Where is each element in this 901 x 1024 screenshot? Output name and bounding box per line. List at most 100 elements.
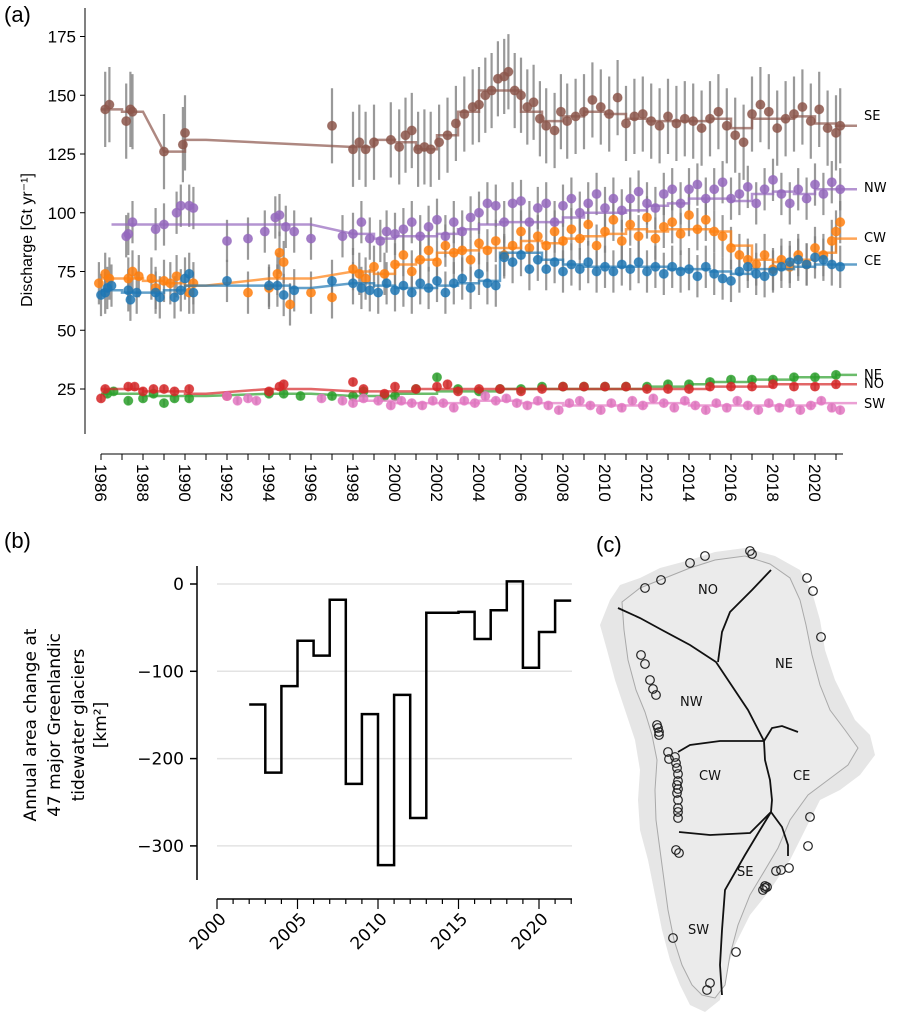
a-point	[768, 174, 778, 185]
a-point	[490, 395, 501, 406]
a-point	[274, 247, 285, 258]
a-point	[579, 106, 589, 117]
a-point	[358, 384, 369, 394]
a-point	[154, 292, 165, 303]
glacier-marker	[640, 583, 650, 593]
a-point	[564, 398, 575, 409]
panel-label-b: (b)	[4, 528, 31, 553]
a-point	[150, 224, 161, 235]
a-point	[591, 188, 602, 199]
b-y-axis-title: Annual area change at 47 major Greenlandi…	[21, 628, 111, 821]
glacier-markers	[636, 546, 826, 995]
a-x-tick-label: 2008	[553, 464, 572, 502]
a-point	[356, 217, 367, 228]
a-point	[222, 235, 232, 246]
a-point	[459, 395, 470, 406]
a-point	[474, 99, 484, 110]
a-point	[123, 395, 134, 406]
a-end-label-cw: CW	[864, 231, 886, 246]
a-point	[642, 266, 652, 277]
a-point	[549, 217, 560, 228]
a-point	[146, 273, 157, 284]
a-point	[222, 275, 232, 286]
glacier-marker	[651, 690, 661, 700]
a-point	[415, 254, 426, 265]
map-label-no: NO	[698, 583, 718, 598]
glacier-marker	[674, 848, 684, 858]
a-point	[278, 290, 289, 300]
a-point	[516, 196, 526, 206]
a-point	[396, 395, 407, 406]
a-point	[600, 203, 610, 214]
a-point	[123, 228, 134, 239]
b-y-axis-title-line: 47 major Greenlandic	[45, 633, 65, 817]
a-point	[457, 273, 468, 284]
a-point	[650, 233, 661, 244]
a-point	[627, 395, 638, 406]
a-point	[541, 198, 552, 209]
a-point	[826, 259, 837, 270]
divide-no-ne	[717, 569, 772, 663]
a-point	[381, 226, 392, 237]
a-point	[165, 278, 176, 289]
a-point	[495, 384, 505, 394]
glacier-marker	[673, 784, 683, 794]
a-point	[692, 271, 703, 282]
a-point	[169, 386, 180, 397]
a-x-tick-label: 1992	[217, 464, 236, 502]
a-point	[831, 226, 841, 237]
b-x-tick-label: 2000	[186, 909, 231, 954]
a-point	[482, 198, 493, 209]
b-y-ticks: 0 −100 −200 −300	[137, 575, 197, 857]
glacier-marker	[653, 723, 663, 733]
a-y-tick-label: 100	[48, 204, 76, 223]
a-point	[810, 179, 820, 190]
a-x-tick-label: 2002	[427, 464, 446, 502]
a-point	[585, 400, 596, 411]
a-x-tick-label: 2016	[721, 464, 740, 502]
a-point	[751, 198, 762, 209]
a-point	[549, 257, 560, 268]
a-point	[700, 214, 711, 225]
a-point	[406, 217, 417, 228]
a-point	[474, 207, 484, 218]
divide-cw-ce	[763, 740, 773, 813]
a-point	[604, 109, 615, 120]
a-point	[835, 405, 846, 416]
a-point	[574, 207, 585, 218]
a-point	[516, 226, 526, 237]
a-y-ticks: 25 50 75 100 125 150 175	[48, 28, 85, 399]
a-point	[810, 372, 820, 383]
glacier-marker	[645, 675, 655, 685]
map-label-ne: NE	[775, 657, 793, 672]
a-point	[835, 184, 846, 195]
a-point	[450, 118, 461, 129]
a-point	[587, 94, 598, 105]
a-point	[465, 282, 476, 293]
a-point	[679, 113, 690, 124]
a-point	[684, 184, 694, 195]
a-point	[121, 116, 132, 127]
a-point	[726, 243, 736, 253]
a-point	[650, 261, 661, 272]
a-point	[243, 233, 253, 244]
a-point	[642, 198, 652, 209]
a-point	[600, 261, 610, 272]
a-point	[127, 106, 138, 117]
a-point	[482, 245, 493, 256]
a-point	[394, 141, 405, 152]
a-point	[633, 231, 644, 242]
a-point	[406, 125, 417, 136]
b-y-tick-label: −300	[137, 837, 184, 857]
a-point	[524, 217, 535, 228]
a-point	[612, 92, 623, 103]
a-point	[608, 266, 619, 277]
a-point	[93, 278, 104, 289]
a-point	[285, 299, 295, 310]
a-point	[713, 106, 724, 117]
a-point	[608, 214, 619, 225]
a-x-tick-label: 1998	[343, 464, 362, 502]
a-point	[406, 398, 417, 409]
panel-label-c: (c)	[596, 532, 622, 557]
